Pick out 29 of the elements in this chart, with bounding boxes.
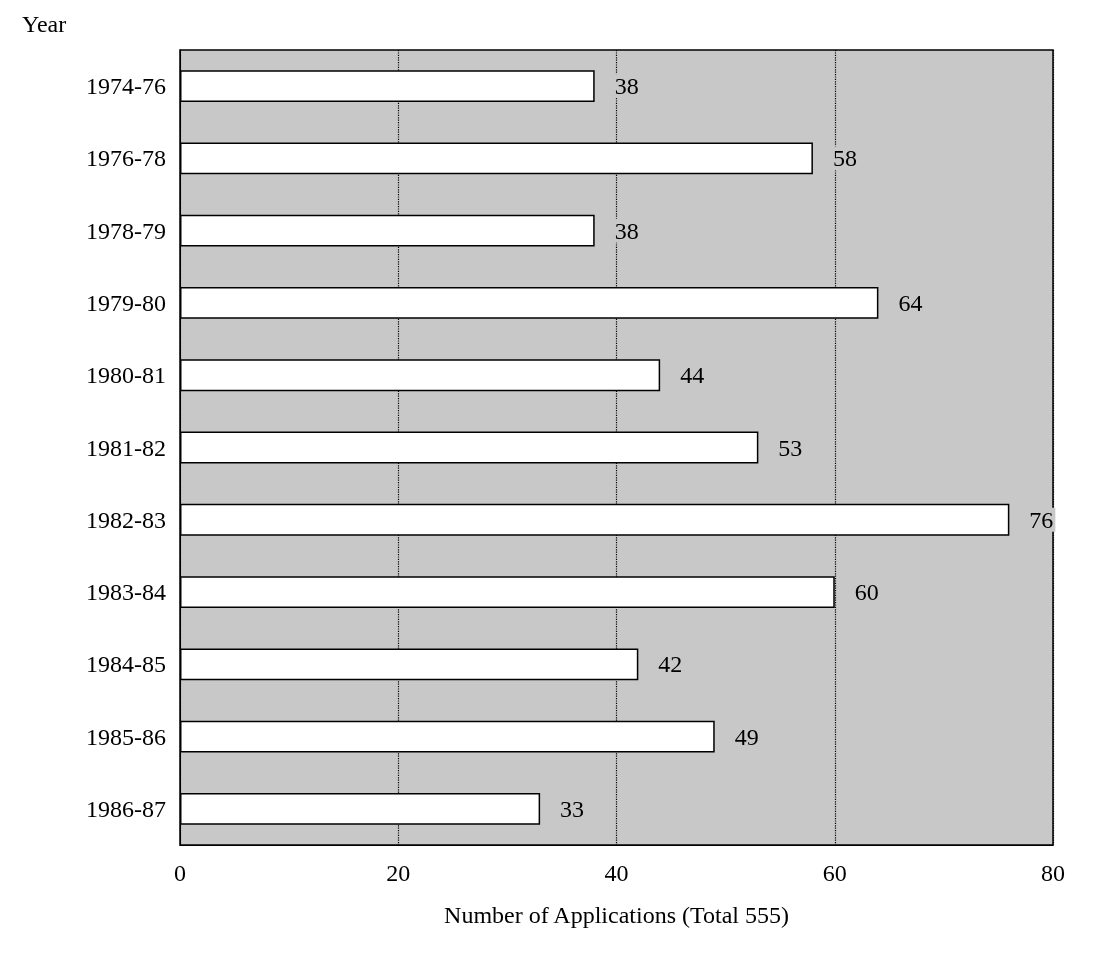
y-axis-title: Year [22,11,67,37]
y-tick-label: 1980-81 [86,362,166,389]
x-tick-label: 80 [1041,860,1065,886]
x-tick-label: 40 [604,860,629,886]
x-tick-label: 60 [822,860,847,886]
data-label: 53 [778,434,803,461]
data-label: 64 [898,289,923,316]
data-label: 49 [734,723,759,750]
data-label: 33 [560,795,585,822]
data-label: 58 [832,145,857,172]
y-tick-label: 1981-82 [86,434,166,461]
data-label: 38 [614,73,639,100]
y-tick-label: 1978-79 [86,217,166,244]
y-tick-label: 1976-78 [86,145,166,172]
x-tick-label: 20 [386,860,411,886]
data-label: 42 [658,651,683,678]
y-tick-label: 1983-84 [86,579,166,606]
data-label: 38 [614,217,639,244]
y-tick-label: 1986-87 [86,795,166,822]
y-tick-label: 1974-76 [86,73,166,100]
data-label: 44 [680,362,705,389]
x-tick-label: 0 [174,860,186,886]
y-tick-label: 1985-86 [86,723,166,750]
y-tick-label: 1982-83 [86,506,166,533]
data-label: 76 [1029,506,1054,533]
x-axis-title: Number of Applications (Total 555) [444,902,789,928]
y-tick-label: 1984-85 [86,651,166,678]
data-label: 60 [854,579,879,606]
y-tick-label: 1979-80 [86,289,166,316]
